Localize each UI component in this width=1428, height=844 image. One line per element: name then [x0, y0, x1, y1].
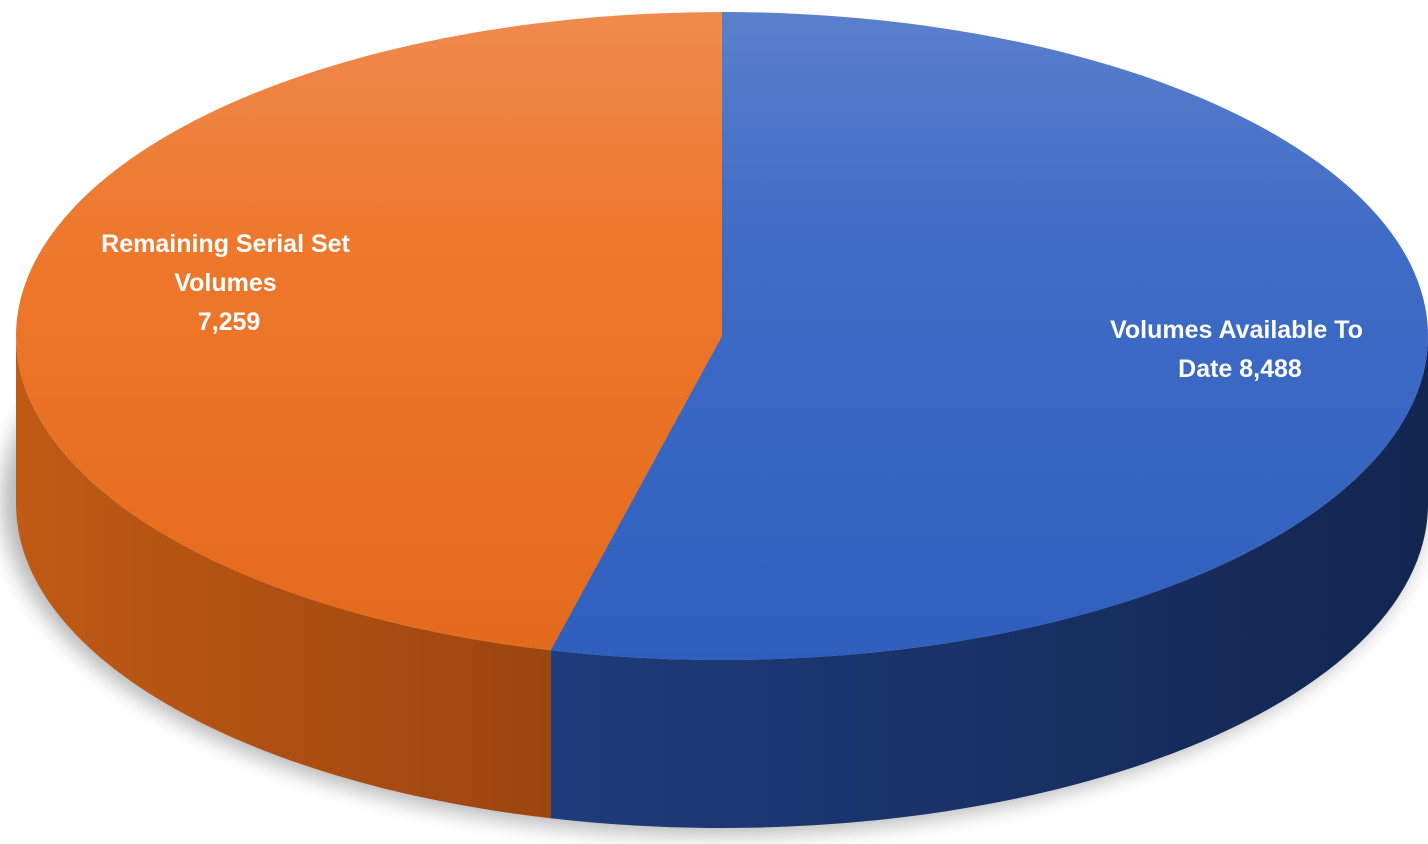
slice-label-line: Remaining Serial Set	[101, 230, 350, 258]
slice-label-line: Volumes	[174, 269, 276, 297]
slice-label-remaining-serial-set: Remaining Serial Set Volumes 7,259	[101, 230, 357, 336]
pie-slice-volumes-available	[550, 12, 1428, 660]
pie-slice-side	[16, 336, 551, 819]
pie-sides	[16, 336, 1428, 828]
pie-tops	[15, 12, 1428, 660]
slice-label-line: Date 8,488	[1178, 355, 1302, 383]
pie-slice-side	[550, 337, 1428, 828]
slice-label-line: Volumes Available To	[1110, 316, 1363, 344]
slice-label-volumes-available: Volumes Available To Date 8,488	[1110, 316, 1370, 383]
pie-slice-remaining-serial-set	[15, 12, 722, 651]
slice-label-line: 7,259	[198, 308, 261, 336]
